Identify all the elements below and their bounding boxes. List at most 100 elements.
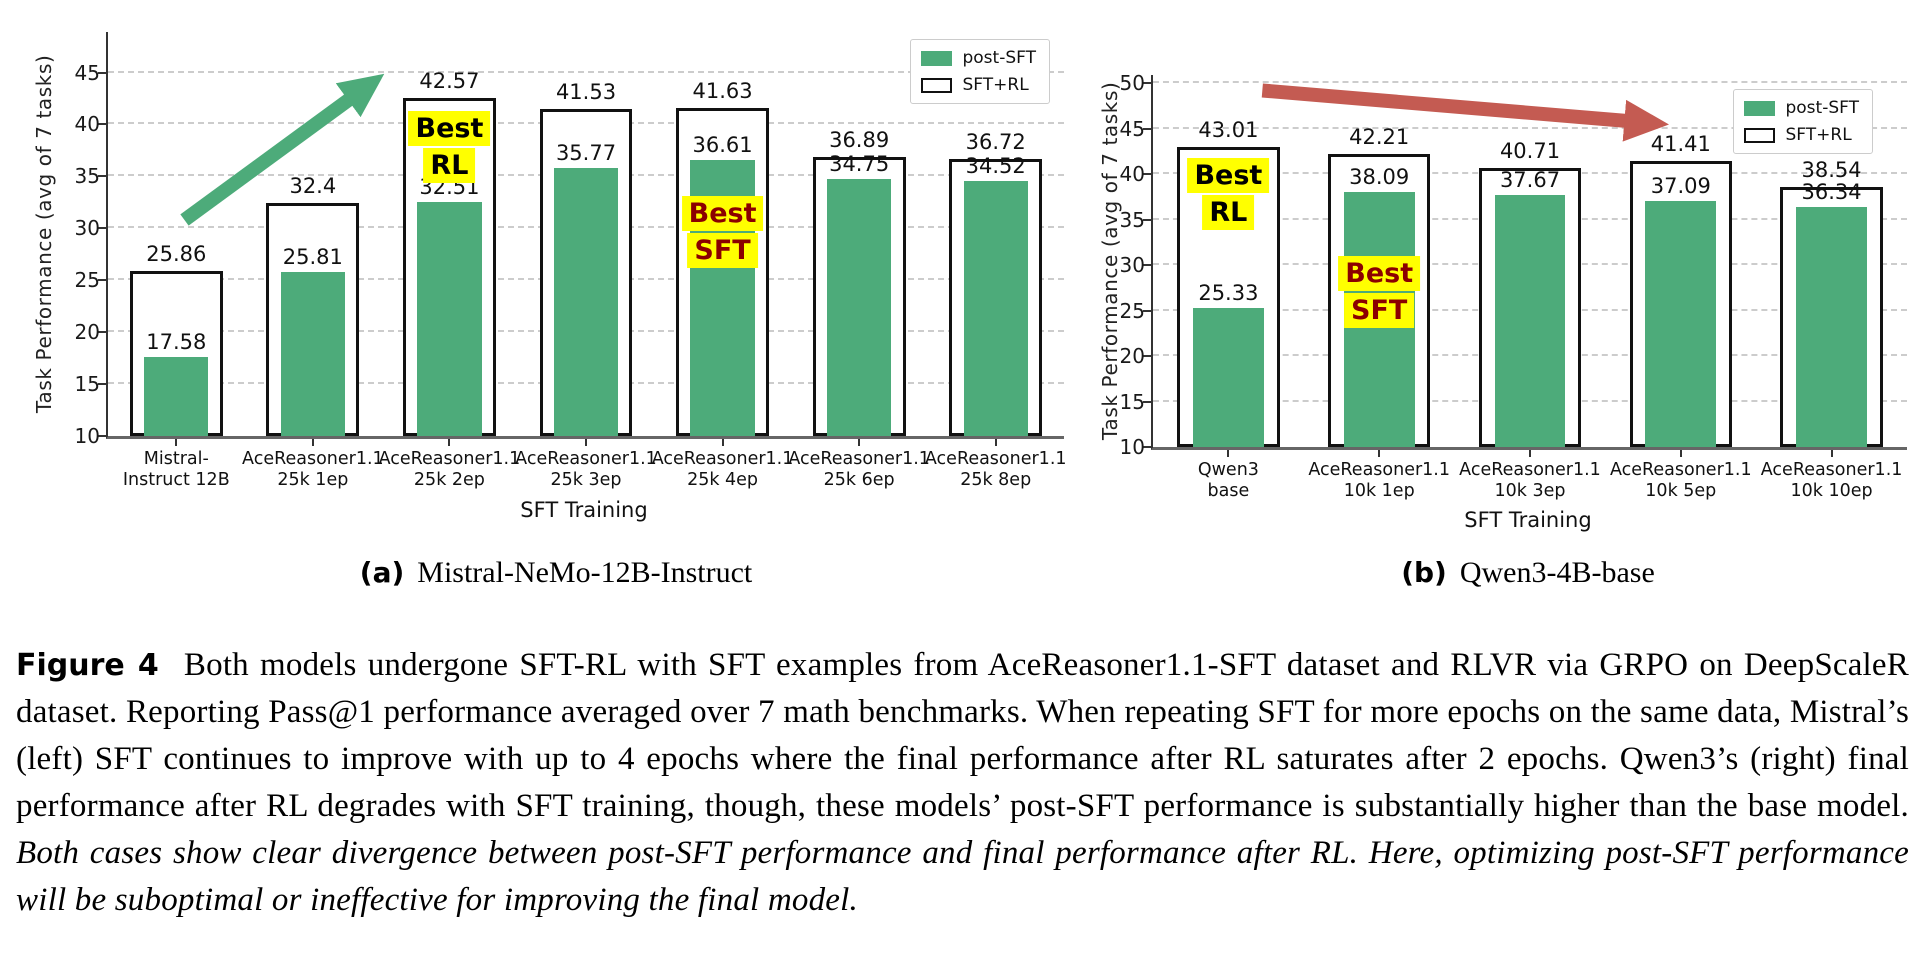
- y-tick-label: 10: [74, 424, 100, 448]
- x-tick-label: AceReasoner1.1 10k 10ep: [1760, 460, 1903, 501]
- x-tick: [448, 439, 451, 446]
- sft-rl-value-label: 42.21: [1349, 125, 1410, 150]
- sft-rl-value-label: 41.63: [692, 78, 753, 103]
- y-tick-label: 20: [74, 320, 100, 345]
- annotation-best-sft: Best SFT: [681, 195, 764, 269]
- legend: post-SFT SFT+RL: [910, 39, 1050, 104]
- y-tick: [98, 71, 108, 74]
- plot-area-mistral: post-SFT SFT+RL 10 15 20 25 30 35 40 45 25.86 17.…: [75, 32, 1067, 490]
- legend: post-SFT SFT+RL: [1733, 89, 1873, 154]
- post-sft-swatch-icon: [1744, 100, 1776, 116]
- post-sft-value-label: 38.09: [1349, 164, 1410, 189]
- figure-caption-label: Figure 4: [16, 648, 159, 683]
- post-sft-value-label: 17.58: [146, 330, 207, 355]
- x-tick: [1679, 450, 1682, 457]
- legend-label-post-sft: post-SFT: [1785, 98, 1859, 118]
- sft-rl-value-label: 42.57: [419, 68, 480, 93]
- y-tick: [1143, 400, 1153, 403]
- sft-rl-value-label: 36.89: [829, 127, 890, 152]
- subcaption-a-label: (a): [359, 556, 405, 589]
- chart-mistral: Task Performance (avg of 7 tasks) post-S…: [30, 6, 1076, 551]
- subcaption-b: (b) Qwen3-4B-base: [1151, 556, 1905, 590]
- x-tick-label: AceReasoner1.1 25k 2ep: [378, 449, 521, 490]
- bar-post-sft: [553, 168, 619, 436]
- plot-area-qwen3: post-SFT SFT+RL 10 15 20 25 30 35 40 45 50 43.01 2…: [1120, 71, 1907, 501]
- y-tick-label: 20: [1119, 344, 1145, 369]
- x-tick-label: AceReasoner1.1 10k 1ep: [1308, 460, 1450, 501]
- sft-rl-value-label: 41.53: [555, 79, 617, 104]
- post-sft-value-label: 36.61: [692, 132, 753, 157]
- y-tick: [98, 175, 108, 178]
- y-tick-label: 50: [1119, 71, 1145, 96]
- post-sft-value-label: 34.75: [829, 151, 890, 176]
- x-axis-label: SFT Training: [520, 498, 648, 522]
- annotation-best-rl: Best RL: [408, 110, 491, 184]
- subcaption-a-title: Mistral-NeMo-12B-Instruct: [417, 556, 753, 589]
- x-tick-label: AceReasoner1.1 25k 6ep: [788, 449, 930, 490]
- x-tick: [1830, 450, 1833, 457]
- x-tick-label: AceReasoner1.1 25k 8ep: [924, 449, 1067, 490]
- y-tick-label: 35: [74, 164, 100, 189]
- x-tick: [994, 439, 997, 446]
- post-sft-value-label: 37.09: [1650, 173, 1711, 198]
- y-tick-label: 30: [74, 216, 100, 241]
- y-tick: [1143, 82, 1153, 85]
- x-axis-label: SFT Training: [1464, 508, 1592, 532]
- bar-post-sft: [1494, 195, 1566, 447]
- gridline: [108, 70, 1064, 73]
- sft-rl-value-label: 32.4: [289, 174, 337, 199]
- y-tick: [98, 331, 108, 334]
- figure-caption: Figure 4 Both models undergone SFT-RL wi…: [16, 642, 1909, 924]
- legend-label-sft-rl: SFT+RL: [962, 75, 1029, 95]
- y-tick-label: 15: [1119, 389, 1145, 414]
- x-tick-label: AceReasoner1.1 25k 3ep: [515, 449, 657, 490]
- subcaption-a: (a) Mistral-NeMo-12B-Instruct: [66, 556, 1046, 590]
- y-tick-label: 15: [74, 372, 100, 397]
- subcaption-b-label: (b): [1401, 556, 1447, 589]
- y-tick-label: 10: [1119, 435, 1145, 459]
- annotation-best-rl: Best RL: [1187, 157, 1270, 231]
- legend-item-post-sft: post-SFT: [921, 48, 1036, 68]
- y-tick: [1143, 446, 1153, 448]
- bar-post-sft: [1796, 207, 1868, 447]
- post-sft-value-label: 35.77: [555, 141, 617, 166]
- legend-item-sft-rl: SFT+RL: [1744, 125, 1859, 145]
- x-tick-label: Qwen3 base: [1197, 460, 1259, 501]
- x-tick: [175, 439, 178, 446]
- y-tick: [1143, 127, 1153, 130]
- bar-post-sft: [963, 181, 1028, 436]
- annotation-best-sft: Best SFT: [1338, 255, 1421, 329]
- y-tick-label: 35: [1119, 207, 1145, 232]
- x-tick: [585, 439, 587, 446]
- sft-rl-value-label: 38.54: [1801, 158, 1862, 183]
- post-sft-value-label: 25.33: [1198, 280, 1259, 305]
- y-tick: [98, 279, 108, 282]
- bar-post-sft: [417, 202, 482, 436]
- y-tick: [1143, 309, 1153, 312]
- x-tick: [721, 439, 724, 446]
- y-tick: [98, 383, 108, 386]
- bar-post-sft: [144, 357, 209, 436]
- legend-item-sft-rl: SFT+RL: [921, 75, 1036, 95]
- post-sft-value-label: 34.52: [965, 154, 1026, 179]
- sft-rl-value-label: 41.41: [1650, 132, 1711, 157]
- sft-rl-value-label: 40.71: [1499, 138, 1561, 163]
- x-tick-label: Mistral- Instruct 12B: [122, 449, 230, 490]
- y-tick: [98, 435, 108, 437]
- post-sft-swatch-icon: [921, 50, 953, 66]
- y-tick-label: 45: [74, 60, 100, 85]
- figure-caption-italic-text: Both cases show clear divergence between…: [16, 835, 1909, 918]
- x-tick: [1227, 450, 1230, 457]
- y-tick: [98, 227, 108, 230]
- bar-post-sft: [280, 271, 345, 436]
- y-tick: [1143, 355, 1153, 358]
- sft-rl-swatch-icon: [921, 77, 953, 93]
- x-tick: [311, 439, 314, 446]
- y-tick-label: 25: [74, 268, 100, 293]
- x-tick-label: AceReasoner1.1 10k 5ep: [1609, 460, 1752, 501]
- x-tick-label: AceReasoner1.1 25k 4ep: [651, 449, 794, 490]
- legend-label-post-sft: post-SFT: [962, 48, 1036, 68]
- y-tick-label: 25: [1119, 298, 1145, 323]
- subcaption-b-title: Qwen3-4B-base: [1459, 556, 1655, 589]
